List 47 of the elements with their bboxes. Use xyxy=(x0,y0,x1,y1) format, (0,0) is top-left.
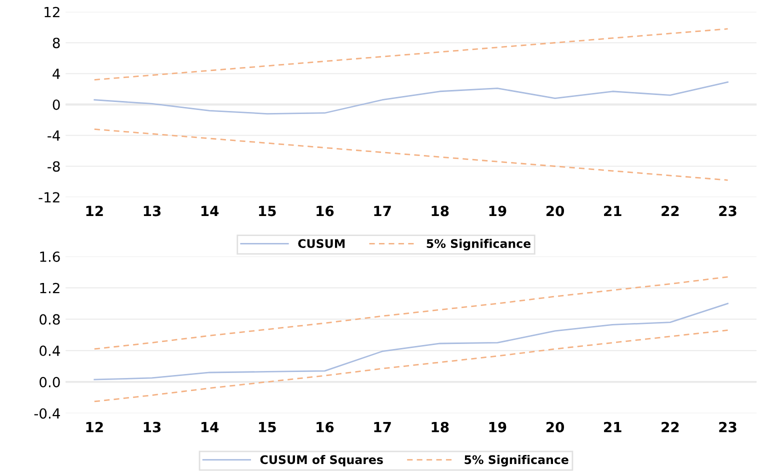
y-tick-label: 1.6 xyxy=(40,251,60,262)
line-series xyxy=(94,276,728,350)
y-tick-label: -0.4 xyxy=(34,408,60,419)
y-tick-label: 12 xyxy=(44,6,60,18)
y-tick-label: -4 xyxy=(48,130,60,141)
x-tick-label: 19 xyxy=(489,206,506,216)
x-tick-label: 13 xyxy=(144,206,161,216)
y-tick-label: 8 xyxy=(52,38,60,48)
legend-label: 5% Significance xyxy=(426,238,531,250)
x-tick-label: 13 xyxy=(144,422,161,432)
y-tick-label: 1.2 xyxy=(40,282,60,294)
x-tick-label: 16 xyxy=(316,206,334,216)
legend-label: 5% Significance xyxy=(464,454,568,467)
x-tick-label: 18 xyxy=(432,422,449,432)
x-tick-label: 12 xyxy=(86,206,103,216)
line-series xyxy=(94,81,728,114)
y-tick-label: 0.4 xyxy=(40,346,60,356)
y-tick-label: -8 xyxy=(48,161,60,172)
x-tick-label: 12 xyxy=(86,422,103,432)
y-tick-label: -12 xyxy=(38,192,60,202)
legend-label: CUSUM of Squares xyxy=(260,454,383,466)
y-tick-label: 0.0 xyxy=(40,376,60,388)
x-tick-label: 23 xyxy=(719,206,736,216)
x-tick-label: 14 xyxy=(201,422,219,432)
y-tick-label: 4 xyxy=(52,68,60,79)
x-tick-label: 19 xyxy=(489,422,506,432)
x-tick-label: 15 xyxy=(259,206,276,216)
x-tick-label: 23 xyxy=(719,422,736,432)
x-tick-label: 15 xyxy=(259,422,276,432)
x-tick-label: 14 xyxy=(201,206,219,216)
line-series xyxy=(94,28,728,80)
legend-label: CUSUM xyxy=(298,239,345,248)
x-tick-label: 21 xyxy=(604,422,622,432)
x-tick-label: 22 xyxy=(662,206,679,216)
y-tick-label: 0 xyxy=(52,99,60,110)
line-series xyxy=(94,128,728,181)
x-tick-label: 21 xyxy=(604,206,622,216)
x-tick-label: 20 xyxy=(546,422,564,432)
x-tick-label: 22 xyxy=(662,422,679,432)
x-tick-label: 17 xyxy=(374,422,391,432)
line-series xyxy=(94,302,728,380)
y-tick-label: 0.8 xyxy=(40,314,60,325)
x-tick-label: 20 xyxy=(546,206,564,216)
line-series xyxy=(94,329,728,402)
x-tick-label: 17 xyxy=(374,206,391,216)
x-tick-label: 16 xyxy=(316,422,334,432)
x-tick-label: 18 xyxy=(432,206,449,216)
